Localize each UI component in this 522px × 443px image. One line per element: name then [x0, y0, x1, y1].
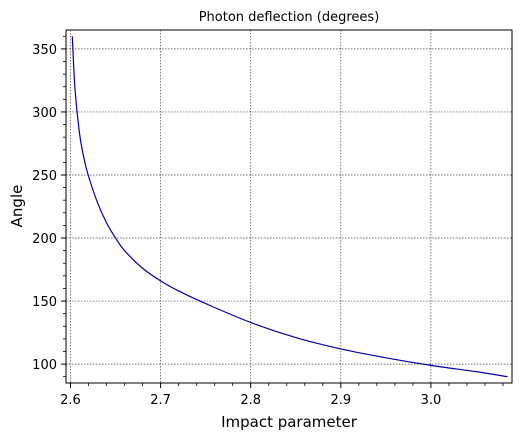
x-tick-label: 3.0	[421, 393, 442, 408]
series-line	[71, 36, 508, 378]
axis-ticks: 2.6 2.7 2.8 2.9 3.0 100 150 200 250 300 350	[32, 43, 441, 408]
grid	[66, 30, 512, 383]
x-tick-label: 2.7	[150, 393, 171, 408]
y-tick-label: 100	[32, 358, 57, 373]
y-tick-label: 300	[32, 106, 57, 121]
y-tick-label: 150	[32, 295, 57, 310]
y-axis-label: Angle	[8, 185, 26, 228]
y-tick-label: 250	[32, 169, 57, 184]
y-tick-label: 350	[32, 43, 57, 58]
chart-title: Photon deflection (degrees)	[199, 10, 380, 25]
y-tick-label: 200	[32, 232, 57, 247]
x-tick-label: 2.6	[60, 393, 81, 408]
x-axis-label: Impact parameter	[221, 413, 358, 431]
plot-frame	[65, 29, 513, 384]
axis-minor-ticks	[63, 35, 504, 386]
x-tick-label: 2.8	[240, 393, 261, 408]
x-tick-label: 2.9	[330, 393, 351, 408]
